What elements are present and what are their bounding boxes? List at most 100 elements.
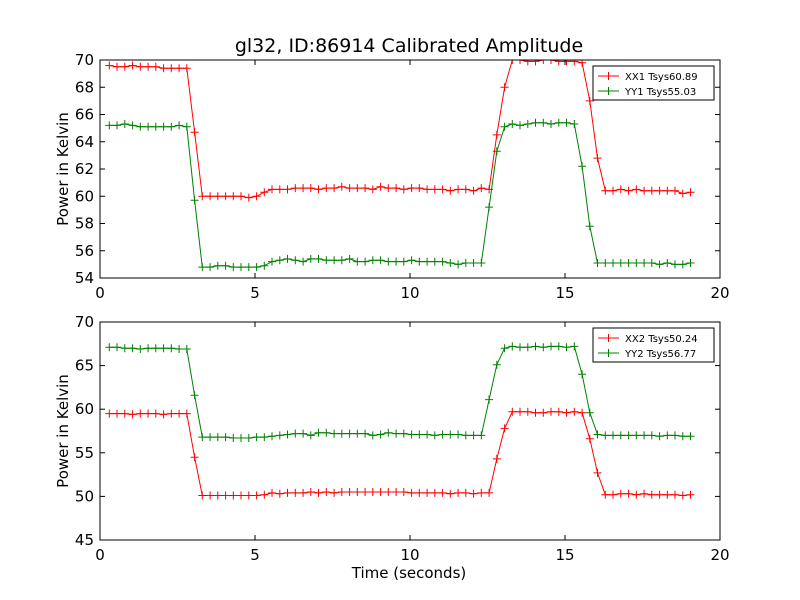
- data-point: [539, 343, 548, 352]
- data-point: [485, 488, 494, 497]
- data-point: [570, 342, 579, 351]
- data-point: [260, 490, 269, 499]
- data-point: [345, 488, 354, 496]
- figure-title: gl32, ID:86914 Calibrated Amplitude: [235, 35, 583, 57]
- legend-box: [592, 65, 715, 101]
- data-point: [547, 407, 555, 416]
- data-point: [616, 185, 625, 194]
- data-point: [128, 410, 137, 419]
- data-point: [105, 61, 114, 70]
- y-tick-label: 64: [75, 133, 94, 151]
- data-point: [399, 429, 408, 438]
- data-point: [314, 185, 323, 194]
- data-point: [144, 122, 153, 131]
- data-point: [686, 259, 695, 267]
- y-tick-label: 56: [75, 242, 94, 260]
- data-point: [330, 429, 339, 438]
- data-point: [384, 428, 393, 437]
- data-point: [632, 259, 641, 267]
- data-point: [562, 118, 571, 127]
- x-tick-label: 15: [555, 546, 574, 564]
- subplot-1: 0 5 10 15 20 54 56 58 60 62 64 66 68 70 Power in Kelvi…: [54, 51, 730, 302]
- data-point: [616, 489, 625, 498]
- data-point: [275, 489, 284, 498]
- data-point: [252, 263, 261, 272]
- data-point: [593, 259, 602, 267]
- data-point: [601, 186, 610, 195]
- data-point: [244, 263, 253, 272]
- data-point: [299, 429, 308, 438]
- data-point: [601, 490, 610, 499]
- data-point: [570, 120, 579, 128]
- data-point: [384, 184, 393, 193]
- data-point: [337, 429, 346, 438]
- data-point: [159, 64, 168, 73]
- data-point: [415, 430, 424, 439]
- y-tick-label: 45: [75, 531, 94, 549]
- data-point: [531, 118, 540, 127]
- data-point: [624, 259, 633, 267]
- data-point: [469, 259, 478, 267]
- data-point: [531, 408, 540, 417]
- data-point: [198, 433, 207, 442]
- data-point: [516, 407, 524, 416]
- series-group: [105, 60, 695, 272]
- data-point: [423, 430, 432, 439]
- data-point: [647, 259, 656, 267]
- data-point: [609, 431, 617, 440]
- data-point: [306, 254, 315, 263]
- data-point: [291, 256, 300, 265]
- data-point: [144, 62, 153, 71]
- data-point: [523, 120, 532, 128]
- data-point: [562, 343, 571, 352]
- data-point: [554, 118, 563, 127]
- data-point: [492, 130, 501, 139]
- data-point: [562, 408, 571, 417]
- data-point: [640, 489, 649, 498]
- data-point: [469, 431, 478, 440]
- legend-box: [592, 327, 715, 363]
- data-point: [632, 490, 641, 499]
- data-point: [291, 429, 300, 438]
- data-point: [120, 409, 129, 418]
- data-point: [221, 261, 230, 270]
- data-point: [585, 96, 594, 105]
- data-point: [407, 430, 416, 439]
- data-point: [523, 60, 532, 66]
- data-point: [609, 490, 617, 499]
- data-point: [485, 203, 494, 212]
- data-point: [624, 489, 633, 498]
- data-point: [601, 259, 610, 267]
- data-point: [182, 409, 191, 418]
- y-tick-label: 70: [75, 313, 94, 331]
- data-point: [337, 182, 346, 191]
- data-point: [252, 192, 261, 201]
- data-point: [159, 122, 168, 131]
- data-point: [167, 64, 176, 73]
- data-point: [516, 121, 524, 130]
- y-tick-label: 66: [75, 106, 94, 124]
- data-point: [430, 431, 439, 440]
- data-point: [361, 488, 370, 496]
- data-point: [167, 122, 176, 131]
- data-point: [306, 184, 315, 193]
- data-point: [275, 431, 284, 440]
- data-point: [492, 360, 501, 369]
- data-point: [686, 490, 695, 499]
- data-point: [299, 488, 308, 497]
- data-point: [322, 256, 331, 265]
- data-point: [531, 342, 540, 351]
- data-point: [159, 344, 168, 353]
- data-point: [423, 257, 432, 266]
- data-point: [407, 184, 416, 193]
- plots-group: 0 5 10 15 20 54 56 58 60 62 64 66 68 70 Power in Kelvi…: [54, 51, 730, 564]
- data-point: [376, 488, 385, 496]
- data-point: [508, 407, 517, 416]
- data-point: [392, 257, 401, 266]
- data-point: [151, 62, 160, 71]
- data-point: [562, 60, 571, 66]
- data-point: [477, 488, 486, 497]
- data-point: [593, 468, 602, 477]
- data-point: [314, 254, 323, 263]
